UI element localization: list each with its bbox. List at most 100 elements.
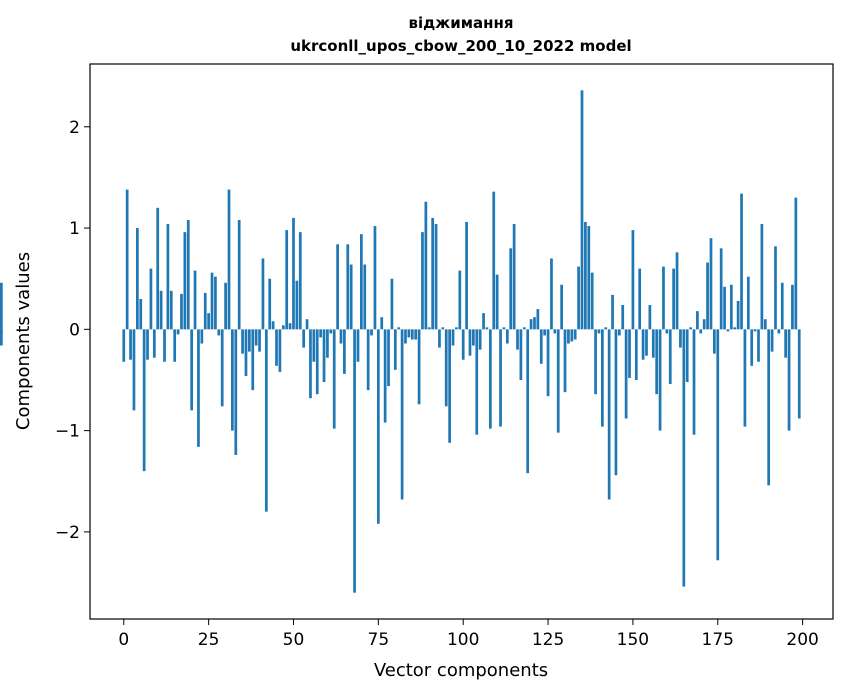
bar [360, 234, 363, 330]
bar [159, 290, 163, 330]
bar [505, 329, 509, 344]
bar [767, 329, 771, 486]
bar [577, 266, 580, 330]
bar [339, 329, 343, 344]
bar [689, 327, 692, 330]
bar [251, 329, 255, 391]
bar [285, 230, 289, 330]
bar [563, 329, 567, 393]
bar [658, 329, 662, 431]
bar [682, 329, 686, 587]
bar [774, 246, 777, 330]
bar [180, 293, 183, 330]
bar [641, 329, 645, 360]
bar [662, 266, 665, 330]
y-axis-label: Components values [13, 252, 34, 430]
x-tick-label: 125 [532, 630, 564, 650]
bar [217, 329, 221, 336]
bar [149, 268, 153, 330]
chart-subtitle: ukrconll_upos_cbow_200_10_2022 model [290, 37, 631, 55]
bar [455, 327, 458, 330]
bar [244, 329, 248, 376]
bar [0, 282, 3, 330]
bar [451, 329, 455, 346]
bar [234, 329, 238, 455]
bar [488, 329, 492, 429]
bar [740, 193, 743, 330]
bar [729, 284, 733, 330]
bar [628, 329, 631, 378]
bar [512, 224, 516, 330]
bar [295, 280, 299, 330]
bar [570, 329, 574, 342]
bar [597, 329, 601, 334]
bar [509, 248, 513, 330]
y-tick-label: 1 [69, 219, 80, 239]
bar [780, 282, 784, 330]
bar [400, 329, 404, 500]
bar [495, 274, 499, 330]
bar [373, 226, 377, 330]
bar [709, 238, 713, 330]
bar [770, 329, 774, 352]
bar [611, 294, 614, 330]
bar [390, 278, 394, 330]
bar [132, 329, 136, 411]
bar [461, 329, 465, 360]
bar [621, 305, 625, 330]
bar [784, 329, 788, 358]
bar [502, 327, 506, 330]
bar [604, 327, 608, 330]
bar [753, 329, 757, 332]
y-tick-label: 0 [69, 320, 80, 340]
bar [278, 329, 282, 372]
bar [0, 329, 3, 346]
bar [438, 329, 441, 348]
bar [757, 329, 760, 362]
bar [655, 329, 659, 395]
x-axis-ticks: 0 25 50 75 100 125 150 175 200 [118, 619, 819, 650]
bar [210, 272, 214, 330]
bar [797, 329, 801, 419]
bar [719, 248, 723, 330]
bar [298, 232, 302, 330]
bar [631, 230, 635, 330]
bar [763, 319, 767, 330]
bar [665, 329, 669, 334]
bar [743, 329, 747, 427]
bar [713, 329, 716, 354]
bar [366, 329, 370, 391]
bar [146, 329, 149, 360]
bar [726, 329, 730, 332]
bar [383, 329, 387, 423]
x-tick-label: 0 [118, 630, 129, 650]
bar [590, 272, 594, 330]
bar [349, 264, 353, 330]
bar [529, 319, 533, 330]
bar [492, 191, 496, 330]
y-axis-ticks: −2 −1 0 1 2 [55, 118, 90, 543]
bar [573, 329, 577, 340]
bar [750, 329, 754, 366]
bar [533, 317, 536, 330]
bar [387, 329, 390, 387]
bar [343, 329, 346, 374]
bar [475, 329, 479, 435]
bar [546, 329, 550, 397]
bar [478, 329, 482, 350]
bar [332, 329, 336, 429]
bar [424, 201, 428, 330]
bar [519, 329, 523, 380]
x-tick-label: 175 [702, 630, 734, 650]
bar [410, 329, 414, 340]
bar [594, 329, 597, 395]
bar [224, 282, 227, 330]
bar [207, 313, 210, 330]
x-tick-label: 50 [283, 630, 305, 650]
bar [634, 329, 638, 380]
bar [672, 268, 675, 330]
plot-frame [89, 63, 834, 620]
bar [617, 329, 621, 336]
bar [702, 319, 706, 330]
bar [699, 329, 703, 334]
